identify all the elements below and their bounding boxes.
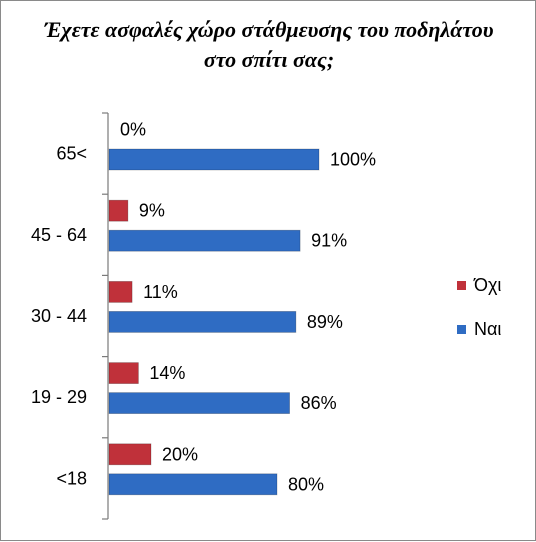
category-axis-ticks — [102, 112, 108, 520]
legend-item-nai: Ναι — [457, 317, 501, 341]
legend-swatch-ochi — [457, 280, 466, 290]
legend-label-ochi: Όχι — [474, 274, 502, 295]
bar-nai-30-44 — [108, 310, 297, 333]
data-label-ochi: 9% — [139, 201, 165, 221]
bar-ochi-18 — [108, 443, 152, 466]
legend-label-nai: Ναι — [474, 318, 502, 339]
category-label: <18 — [56, 468, 87, 488]
data-label-ochi: 14% — [149, 363, 185, 383]
bar-nai-19-29 — [108, 392, 291, 415]
data-labels: 0% 100% 9% 91% 11% 89% 14% 86% 20% 80% — [120, 120, 376, 495]
bar-nai-65 — [108, 148, 320, 171]
bar-ochi-30-44 — [108, 280, 133, 303]
category-label: 30 - 44 — [31, 306, 87, 326]
bar-ochi-45-64 — [108, 199, 129, 222]
legend: Όχι Ναι — [457, 273, 501, 361]
legend-swatch-nai — [457, 324, 466, 334]
legend-item-ochi: Όχι — [457, 273, 501, 297]
category-label: 65< — [56, 144, 87, 164]
category-labels: 65< 45 - 64 30 - 44 19 - 29 <18 — [31, 144, 87, 489]
bars — [108, 148, 320, 496]
data-label-ochi: 20% — [162, 444, 198, 464]
data-label-ochi: 0% — [120, 120, 146, 140]
bar-nai-18 — [108, 473, 278, 496]
data-label-nai: 89% — [307, 312, 343, 332]
data-label-nai: 86% — [301, 393, 337, 413]
data-label-nai: 100% — [330, 150, 376, 170]
data-label-ochi: 11% — [143, 282, 178, 302]
category-label: 45 - 64 — [31, 225, 87, 245]
chart-title: Έχετε ασφαλές χώρο στάθμευσης του ποδηλά… — [44, 17, 494, 72]
category-label: 19 - 29 — [31, 387, 87, 407]
bar-nai-45-64 — [108, 229, 301, 252]
bar-ochi-19-29 — [108, 362, 139, 385]
data-label-nai: 91% — [311, 231, 347, 251]
data-label-nai: 80% — [288, 474, 324, 494]
